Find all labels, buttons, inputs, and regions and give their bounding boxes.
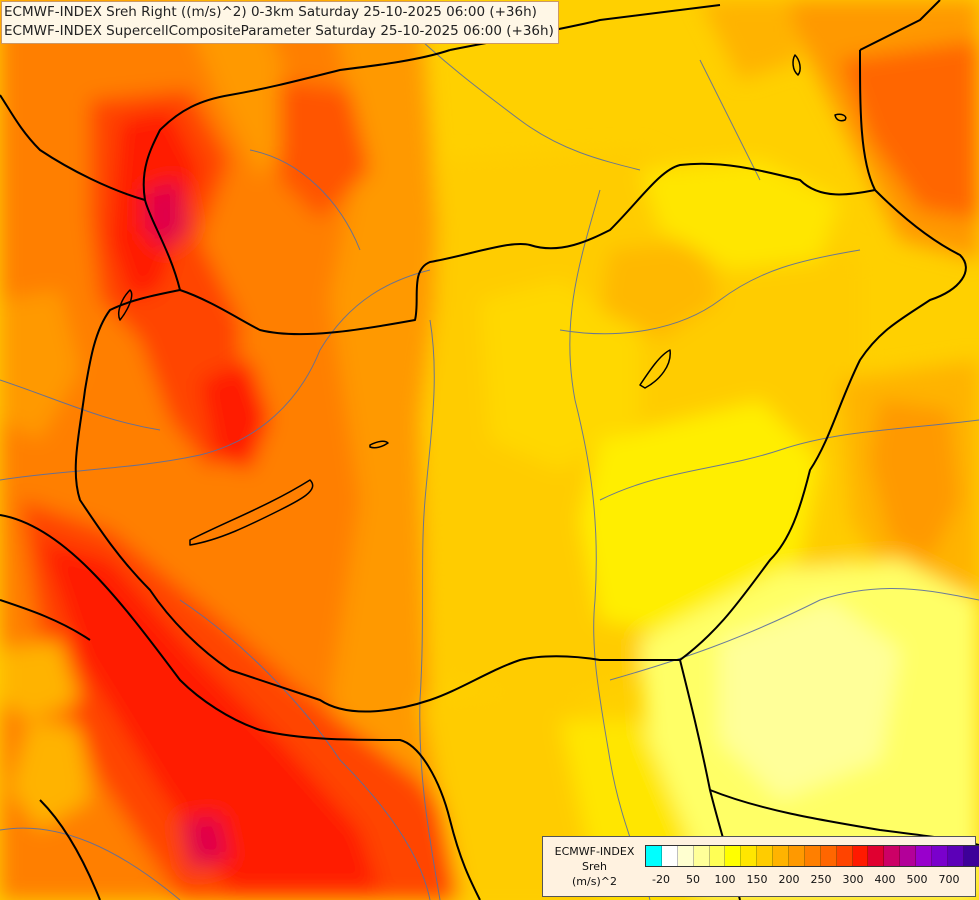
title-sreh: ECMWF-INDEX Sreh Right ((m/s)^2) 0-3km S…: [4, 4, 537, 20]
legend-swatch: [820, 846, 837, 866]
rivers: [0, 19, 979, 900]
legend-swatch: [852, 846, 869, 866]
legend-swatch: [947, 846, 964, 866]
legend-ticks: -20 50 100 150 200 250 300 400 500 700: [645, 873, 975, 889]
legend-tick-label: 300: [842, 873, 864, 886]
legend-name: ECMWF-INDEX Sreh (m/s)^2: [547, 844, 642, 889]
legend-unit: (m/s)^2: [572, 875, 617, 888]
legend-tick-label: 500: [906, 873, 928, 886]
legend-swatch: [757, 846, 774, 866]
legend-swatch: [963, 846, 979, 866]
legend-swatch: [677, 846, 694, 866]
legend-model: ECMWF-INDEX: [554, 845, 635, 858]
legend-swatch: [741, 846, 758, 866]
legend-swatch: [789, 846, 805, 866]
legend-swatches: [645, 845, 979, 867]
legend-swatch: [646, 846, 662, 866]
legend-tick-label: 150: [746, 873, 768, 886]
legend-swatch: [900, 846, 917, 866]
legend-tick-label: 250: [810, 873, 832, 886]
title-scp: ECMWF-INDEX SupercellCompositeParameter …: [4, 23, 554, 39]
legend-swatch: [661, 846, 678, 866]
color-legend: ECMWF-INDEX Sreh (m/s)^2 -20 50 100 150 200 2…: [542, 836, 979, 897]
legend-swatch: [836, 846, 853, 866]
legend-tick-label: 700: [938, 873, 960, 886]
legend-tick-label: -20: [652, 873, 670, 886]
legend-swatch: [773, 846, 790, 866]
legend-swatch: [725, 846, 742, 866]
legend-swatch: [868, 846, 885, 866]
legend-variable: Sreh: [581, 860, 607, 873]
legend-tick-label: 100: [714, 873, 736, 886]
legend-tick-label: 400: [874, 873, 896, 886]
map-titles: ECMWF-INDEX Sreh Right ((m/s)^2) 0-3km S…: [1, 1, 559, 44]
legend-swatch: [884, 846, 901, 866]
legend-swatch: [709, 846, 726, 866]
legend-swatch: [916, 846, 933, 866]
legend-swatch: [804, 846, 821, 866]
legend-tick-label: 50: [686, 873, 700, 886]
legend-tick-label: 200: [778, 873, 800, 886]
legend-swatch: [932, 846, 948, 866]
legend-swatch: [693, 846, 710, 866]
